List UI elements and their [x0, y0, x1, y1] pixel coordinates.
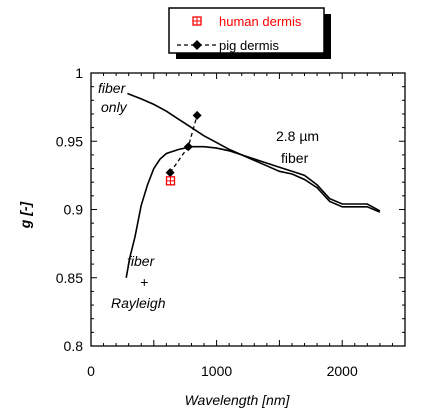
y-tick-label: 0.8: [64, 338, 84, 354]
pig-dermis-legend-marker: [192, 40, 202, 50]
axes: 0 1000 2000 0.8 0.85 0.9 0.95 1: [56, 65, 406, 379]
series-layer: [125, 92, 381, 278]
annotation-fiber-size-line2: fiber: [281, 150, 309, 166]
y-axis-title: g [-]: [17, 200, 33, 229]
annotation-fiber-only-line2: only: [101, 99, 128, 115]
annotation-fiber-rayleigh-line3: Rayleigh: [111, 295, 166, 311]
x-tick-label: 2000: [327, 363, 358, 379]
y-tick-label: 0.9: [64, 202, 84, 218]
x-tick-label: 0: [87, 363, 95, 379]
annotation-fiber-size-line1: 2.8 µm: [276, 128, 319, 144]
human-dermis-legend-marker: [192, 16, 202, 26]
y-tick-label: 0.95: [56, 133, 83, 149]
legend-label-human-dermis: human dermis: [219, 14, 302, 29]
x-tick-label: 1000: [201, 363, 232, 379]
y-tick-label: 1: [75, 65, 83, 81]
series-line-fiber-rayleigh: [125, 145, 381, 278]
legend: human dermis pig dermis: [168, 7, 331, 59]
series-line-fiber-only: [127, 92, 381, 213]
series-line-pig-dermis: [169, 115, 198, 173]
data-point-pig-dermis: [165, 168, 175, 178]
annotation-fiber-size: 2.8 µm fiber: [276, 128, 319, 166]
annotation-fiber-rayleigh-line2: +: [140, 274, 148, 290]
data-point-pig-dermis: [192, 110, 202, 120]
data-point-human-dermis: [165, 176, 176, 186]
legend-label-pig-dermis: pig dermis: [219, 38, 279, 53]
data-point-pig-dermis: [183, 142, 193, 152]
annotation-fiber-rayleigh-line1: fiber: [127, 253, 156, 269]
annotation-fiber-only-line1: fiber: [98, 80, 127, 96]
annotation-fiber-only: fiber only: [98, 80, 128, 115]
annotation-fiber-rayleigh: fiber + Rayleigh: [111, 253, 166, 311]
y-tick-label: 0.85: [56, 270, 83, 286]
x-axis-title: Wavelength [nm]: [185, 392, 291, 408]
